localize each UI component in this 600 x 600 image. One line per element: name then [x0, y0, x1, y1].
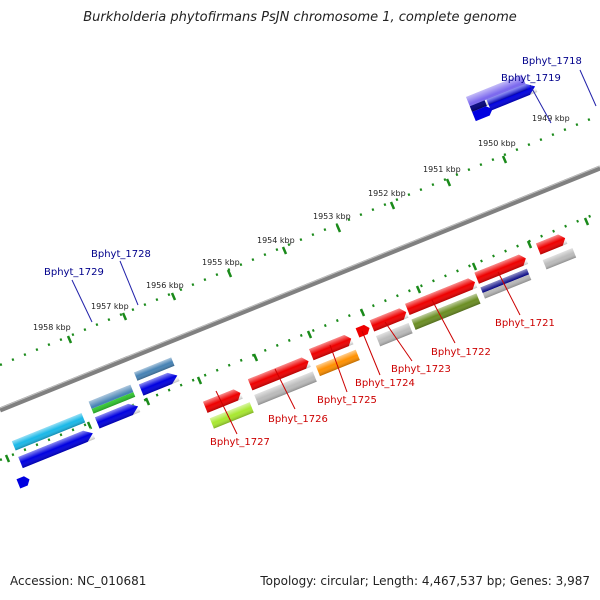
major-ticks [66, 155, 508, 344]
major-tick [144, 397, 151, 406]
major-tick [252, 353, 259, 362]
gene-label[interactable]: Bphyt_1721 [495, 318, 555, 329]
kbp-label: 1953 kbp [313, 212, 351, 221]
major-tick [66, 335, 73, 344]
major-tick [196, 376, 203, 385]
gene-label[interactable]: Bphyt_1726 [268, 414, 328, 425]
leader-line [497, 271, 521, 316]
major-tick [471, 262, 478, 271]
major-tick [415, 285, 422, 294]
topology-text: Topology: circular; Length: 4,467,537 bp… [260, 574, 590, 588]
kbp-labels: 1958 kbp 1957 kbp 1956 kbp 1955 kbp 1954… [33, 114, 570, 332]
outer-strand-1 [11, 74, 526, 451]
kbp-label: 1950 kbp [478, 139, 516, 148]
kbp-label: 1957 kbp [91, 302, 129, 311]
major-tick [526, 240, 533, 249]
gene-label[interactable]: Bphyt_1728 [91, 249, 151, 260]
leader-line [361, 330, 381, 376]
major-tick [335, 224, 342, 233]
leader-line [215, 390, 238, 435]
top-gene-labels: Bphyt_1729 Bphyt_1728 Bphyt_1719 Bphyt_1… [44, 56, 582, 278]
gene-label[interactable]: Bphyt_1725 [317, 395, 377, 406]
leader-line [329, 344, 348, 393]
kbp-label: 1951 kbp [423, 165, 461, 174]
kbp-label: 1949 kbp [532, 114, 570, 123]
major-tick [306, 330, 313, 339]
leader-line [529, 84, 552, 124]
map-title: Burkholderia phytofirmans PsJN chromosom… [83, 10, 517, 25]
major-tick [4, 454, 11, 463]
gene-arrow-blue-6[interactable] [16, 475, 32, 489]
major-tick [121, 312, 128, 321]
major-tick [583, 217, 590, 226]
major-tick [359, 308, 366, 317]
major-tick [445, 178, 452, 187]
leader-line [274, 368, 296, 410]
gene-features[interactable] [0, 72, 600, 505]
outer-tick-ring [0, 113, 600, 367]
leader-line [579, 69, 597, 107]
gene-label[interactable]: Bphyt_1722 [431, 347, 491, 358]
kbp-label: 1955 kbp [202, 258, 240, 267]
major-tick [170, 292, 177, 301]
kbp-label: 1954 kbp [257, 236, 295, 245]
top-leaders [71, 69, 597, 323]
bottom-gene-labels: Bphyt_1727 Bphyt_1726 Bphyt_1725 Bphyt_1… [210, 318, 555, 448]
kbp-label: 1956 kbp [146, 281, 184, 290]
leader-line [71, 279, 93, 323]
leader-line [431, 299, 456, 344]
gene-label[interactable]: Bphyt_1724 [355, 378, 415, 389]
accession-text: Accession: NC_010681 [10, 574, 147, 588]
major-tick [389, 201, 396, 210]
kbp-label: 1952 kbp [368, 189, 406, 198]
leader-line [119, 260, 139, 306]
leader-line [384, 321, 413, 362]
gene-label[interactable]: Bphyt_1719 [501, 73, 561, 84]
major-tick [226, 269, 233, 278]
gene-gloss [11, 74, 577, 469]
gene-label[interactable]: Bphyt_1718 [522, 56, 582, 67]
chromosome-backbone [0, 165, 600, 413]
bottom-leaders [215, 271, 521, 435]
gene-label[interactable]: Bphyt_1729 [44, 267, 104, 278]
gene-label[interactable]: Bphyt_1727 [210, 437, 270, 448]
kbp-label: 1958 kbp [33, 323, 71, 332]
major-tick [501, 155, 508, 164]
major-tick [281, 246, 288, 255]
gene-arrow-blue-4[interactable] [472, 104, 494, 122]
gene-label[interactable]: Bphyt_1723 [391, 364, 451, 375]
